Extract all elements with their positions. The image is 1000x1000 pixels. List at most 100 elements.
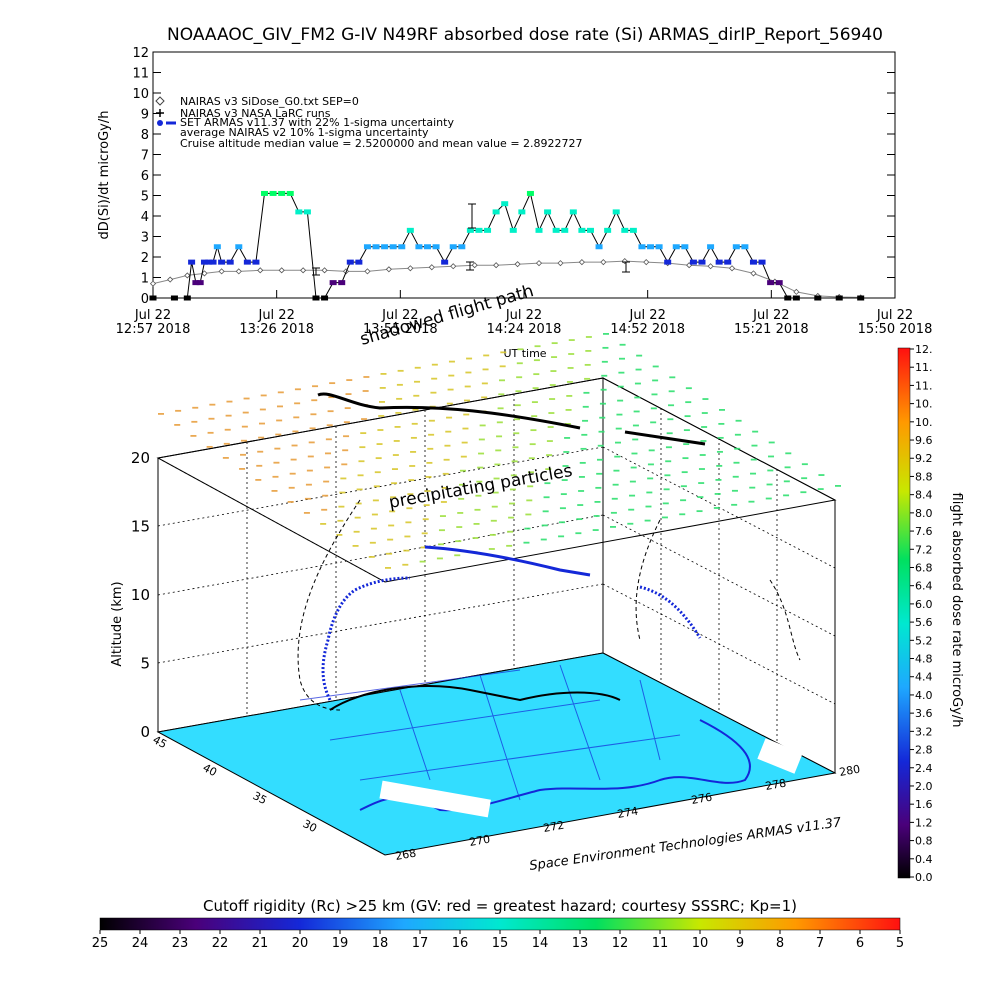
colorbar-tick-label: 2.4 bbox=[915, 762, 933, 775]
colorbar-tick-label: 6.0 bbox=[915, 598, 933, 611]
particle-mark bbox=[427, 447, 434, 450]
particle-mark bbox=[801, 463, 808, 466]
particle-mark bbox=[175, 409, 182, 412]
particle-mark bbox=[768, 455, 775, 458]
rigidity-tick-label: 20 bbox=[292, 936, 309, 951]
rigidity-tick-label: 15 bbox=[492, 936, 509, 951]
particle-mark bbox=[413, 394, 420, 397]
armas-point bbox=[261, 190, 269, 196]
particle-mark bbox=[478, 452, 485, 455]
particle-mark bbox=[329, 382, 336, 385]
legend-line-4: average NAIRAS v2 10% 1-sigma uncertaint… bbox=[180, 126, 429, 139]
nairas-point bbox=[407, 265, 414, 272]
particle-mark bbox=[546, 440, 553, 442]
colorbar-tick-label: 7.2 bbox=[915, 543, 933, 556]
particle-mark bbox=[499, 365, 506, 368]
particle-mark bbox=[767, 469, 774, 472]
nairas-point bbox=[184, 272, 191, 279]
particle-mark bbox=[368, 556, 375, 558]
particle-mark bbox=[389, 510, 396, 513]
particle-mark bbox=[568, 353, 575, 355]
particle-mark bbox=[596, 472, 603, 475]
y-tick-label: 0 bbox=[141, 292, 149, 307]
colorbar-tick-label: 3.6 bbox=[915, 707, 933, 720]
particle-mark bbox=[509, 488, 516, 491]
altitude-ticks: 0 5 10 15 20 bbox=[131, 449, 150, 741]
nairas-point bbox=[321, 267, 328, 274]
particle-mark bbox=[488, 548, 495, 550]
armas-point bbox=[269, 190, 277, 196]
particle-mark bbox=[497, 407, 504, 410]
particle-mark bbox=[512, 446, 519, 449]
armas-point bbox=[213, 244, 221, 250]
particle-mark bbox=[580, 447, 587, 450]
latitude-tick-label: 30 bbox=[301, 817, 319, 835]
armas-point bbox=[698, 259, 706, 265]
particle-mark bbox=[514, 404, 521, 407]
particle-mark bbox=[531, 401, 538, 404]
longitude-tick-label: 272 bbox=[542, 819, 565, 835]
y-tick-label: 6 bbox=[141, 169, 149, 184]
particle-mark bbox=[305, 483, 312, 486]
particle-mark bbox=[482, 368, 489, 371]
particle-mark bbox=[394, 426, 401, 428]
nairas-point bbox=[149, 280, 157, 287]
particle-mark bbox=[748, 500, 755, 503]
particle-mark bbox=[426, 461, 433, 464]
particle-mark bbox=[714, 493, 721, 495]
particle-mark bbox=[422, 518, 429, 521]
longitude-tick-label: 276 bbox=[690, 791, 713, 807]
particle-mark bbox=[390, 496, 397, 499]
rigidity-tick-label: 8 bbox=[776, 936, 784, 951]
nairas-point bbox=[300, 267, 307, 274]
armas-point bbox=[398, 244, 406, 250]
particle-mark bbox=[385, 567, 391, 569]
nairas-point bbox=[621, 258, 628, 265]
armas-series bbox=[149, 190, 865, 301]
rigidity-tick-label: 21 bbox=[252, 936, 269, 951]
particle-mark bbox=[559, 521, 566, 524]
particle-mark bbox=[684, 415, 691, 418]
particle-mark bbox=[274, 447, 281, 450]
armas-point bbox=[406, 227, 414, 233]
x-tick-label-time: 15:50 2018 bbox=[858, 322, 933, 337]
particle-mark bbox=[568, 339, 575, 341]
armas-point bbox=[681, 244, 689, 250]
armas-point bbox=[484, 227, 492, 233]
y-tick-label: 9 bbox=[141, 108, 149, 123]
armas-point bbox=[243, 259, 251, 265]
particle-mark bbox=[801, 477, 808, 480]
particle-mark bbox=[360, 432, 367, 435]
particle-mark bbox=[222, 457, 229, 459]
armas-point bbox=[466, 227, 474, 233]
particle-mark bbox=[701, 412, 708, 414]
particle-mark bbox=[478, 438, 485, 441]
particle-mark bbox=[276, 419, 283, 422]
particle-mark bbox=[663, 488, 670, 491]
colorbar-tick-label: 1.2 bbox=[915, 816, 933, 829]
nairas-point bbox=[728, 265, 736, 272]
particle-mark bbox=[765, 497, 772, 500]
particle-mark bbox=[409, 465, 416, 467]
particle-mark bbox=[514, 418, 521, 421]
particle-mark bbox=[481, 382, 488, 385]
rigidity-tick-label: 6 bbox=[856, 936, 864, 951]
armas-point bbox=[183, 295, 191, 301]
particle-mark bbox=[206, 446, 213, 448]
particle-mark bbox=[731, 503, 738, 506]
particle-mark bbox=[585, 336, 592, 338]
colorbar-tick-label: 11. bbox=[915, 361, 933, 374]
particle-mark bbox=[735, 419, 742, 422]
armas-point bbox=[857, 295, 865, 301]
particle-mark bbox=[410, 436, 417, 439]
particle-mark bbox=[666, 432, 673, 435]
x-tick-label-date: Jul 22 bbox=[505, 308, 542, 323]
altitude-label: Altitude (km) bbox=[110, 581, 125, 666]
particle-mark bbox=[564, 437, 571, 439]
particle-mark bbox=[494, 463, 501, 466]
particle-mark bbox=[438, 529, 445, 532]
particle-mark bbox=[646, 491, 653, 494]
particle-mark bbox=[443, 458, 450, 461]
nairas-point bbox=[793, 288, 800, 295]
y-tick-label: 4 bbox=[141, 210, 149, 225]
